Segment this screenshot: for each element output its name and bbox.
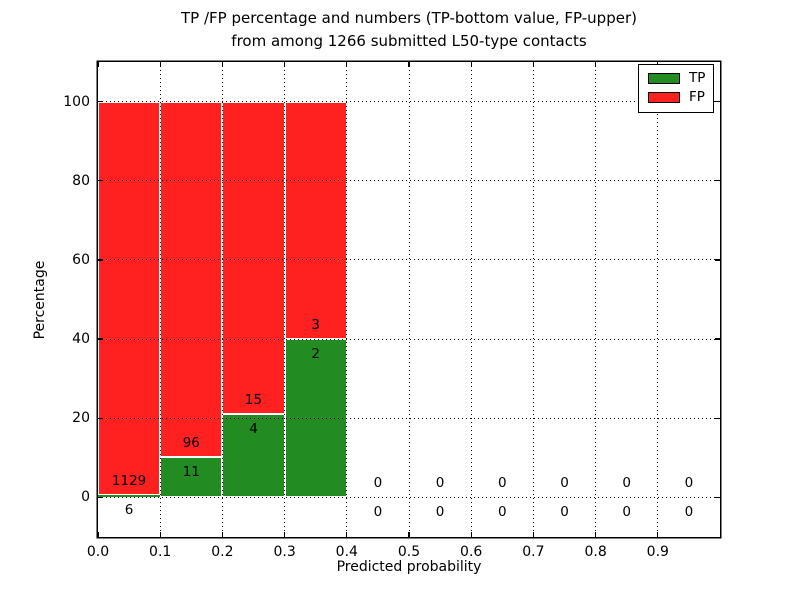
tp-count-label: 2	[311, 346, 320, 363]
x-tick-mark-top	[408, 62, 410, 67]
gridline-vertical	[532, 62, 534, 537]
x-tick-mark-bottom	[470, 532, 472, 537]
x-tick-label: 0.6	[460, 544, 483, 560]
bar-fp-segment	[98, 101, 161, 496]
fp-count-label: 96	[182, 434, 200, 451]
fp-count-label: 1129	[111, 473, 147, 490]
y-tick-label: 100	[63, 93, 90, 110]
fp-count-label: 0	[373, 475, 383, 492]
y-tick-mark-right	[715, 180, 720, 182]
fp-count-label: 3	[311, 317, 320, 334]
gridline-vertical	[595, 62, 597, 537]
y-tick-mark-right	[715, 259, 720, 261]
tp-count-label: 0	[622, 504, 631, 521]
y-tick-label: 40	[72, 331, 90, 348]
y-tick-mark-right	[715, 417, 720, 419]
tp-count-label: 0	[373, 504, 383, 521]
bar-fp-segment	[160, 101, 223, 457]
plot-area: TP FP 1129 6 96 11 15 4 3 2 0 0 0 0 0 0 0 0 0 0 0 0	[97, 62, 720, 537]
x-tick-mark-bottom	[221, 532, 224, 537]
x-tick-label: 0.3	[273, 544, 296, 560]
tp-count-label: 0	[560, 504, 569, 521]
x-tick-mark-top	[283, 62, 286, 67]
x-tick-label: 0.5	[397, 544, 421, 560]
bar-tp-segment	[98, 495, 161, 498]
fp-count-label: 0	[435, 475, 445, 492]
tp-count-label: 4	[249, 421, 258, 438]
x-tick-label: 0.8	[584, 544, 607, 560]
legend: TP FP	[638, 64, 714, 113]
bar-fp-segment	[222, 101, 285, 415]
legend-swatch-fp	[648, 92, 680, 103]
fp-count-label: 0	[622, 475, 631, 492]
legend-label-tp: TP	[689, 69, 706, 86]
fp-count-label: 0	[684, 475, 694, 492]
x-tick-mark-bottom	[97, 532, 99, 537]
y-tick-mark-right	[715, 100, 720, 103]
gridline-vertical	[159, 62, 161, 537]
x-axis-label: Predicted probability	[336, 559, 482, 575]
x-tick-mark-top	[221, 62, 224, 67]
x-tick-mark-top	[470, 62, 472, 67]
y-tick-mark-left	[98, 100, 103, 103]
chart-title-line2: from among 1266 submitted L50-type conta…	[231, 32, 587, 50]
legend-entry-tp: TP	[639, 69, 713, 88]
x-tick-label: 0.0	[86, 544, 110, 560]
legend-entry-fp: FP	[639, 88, 713, 107]
chart-title: TP /FP percentage and numbers (TP-bottom…	[98, 7, 720, 53]
tp-count-label: 0	[498, 504, 507, 521]
bar-tp-segment	[222, 414, 285, 498]
gridline-vertical	[221, 62, 223, 537]
x-tick-mark-bottom	[657, 532, 659, 537]
tp-count-label: 0	[435, 504, 445, 521]
x-tick-mark-bottom	[532, 532, 535, 537]
x-tick-mark-bottom	[594, 532, 597, 537]
y-tick-mark-right	[715, 496, 720, 499]
fp-count-label: 0	[498, 475, 507, 492]
y-axis-label: Percentage	[32, 260, 48, 340]
y-tick-label: 60	[72, 251, 90, 268]
x-tick-mark-top	[346, 62, 348, 67]
x-tick-mark-bottom	[283, 532, 286, 537]
legend-swatch-tp	[648, 73, 680, 84]
x-tick-mark-bottom	[346, 532, 348, 537]
tp-count-label: 11	[182, 463, 200, 480]
y-tick-mark-left	[98, 417, 103, 419]
gridline-vertical	[408, 62, 410, 537]
x-tick-mark-bottom	[408, 532, 410, 537]
y-tick-mark-left	[98, 180, 103, 182]
x-tick-mark-top	[594, 62, 597, 67]
gridline-vertical	[657, 62, 659, 537]
legend-label-fp: FP	[689, 88, 705, 105]
tp-count-label: 6	[124, 502, 134, 519]
x-tick-mark-bottom	[159, 532, 161, 537]
tp-count-label: 0	[684, 504, 694, 521]
x-tick-mark-top	[159, 62, 161, 67]
x-tick-label: 0.7	[522, 544, 545, 560]
gridline-vertical	[284, 62, 286, 537]
y-tick-mark-left	[98, 259, 103, 261]
y-tick-mark-right	[715, 338, 720, 340]
x-tick-label: 0.1	[149, 544, 172, 560]
x-tick-label: 0.4	[335, 544, 358, 560]
x-tick-mark-top	[97, 62, 99, 67]
fp-count-label: 15	[244, 392, 263, 409]
fp-count-label: 0	[560, 475, 569, 492]
x-tick-label: 0.9	[646, 544, 669, 560]
bar-fp-segment	[284, 101, 347, 340]
y-tick-label: 20	[72, 410, 90, 427]
gridline-vertical	[470, 62, 472, 537]
y-tick-label: 80	[72, 172, 90, 189]
y-tick-mark-left	[98, 338, 103, 340]
y-tick-label: 0	[81, 489, 90, 506]
x-tick-label: 0.2	[211, 544, 234, 560]
chart-title-line1: TP /FP percentage and numbers (TP-bottom…	[181, 9, 637, 27]
x-tick-mark-top	[532, 62, 535, 67]
y-tick-mark-left	[98, 496, 103, 499]
gridline-vertical	[346, 62, 348, 537]
